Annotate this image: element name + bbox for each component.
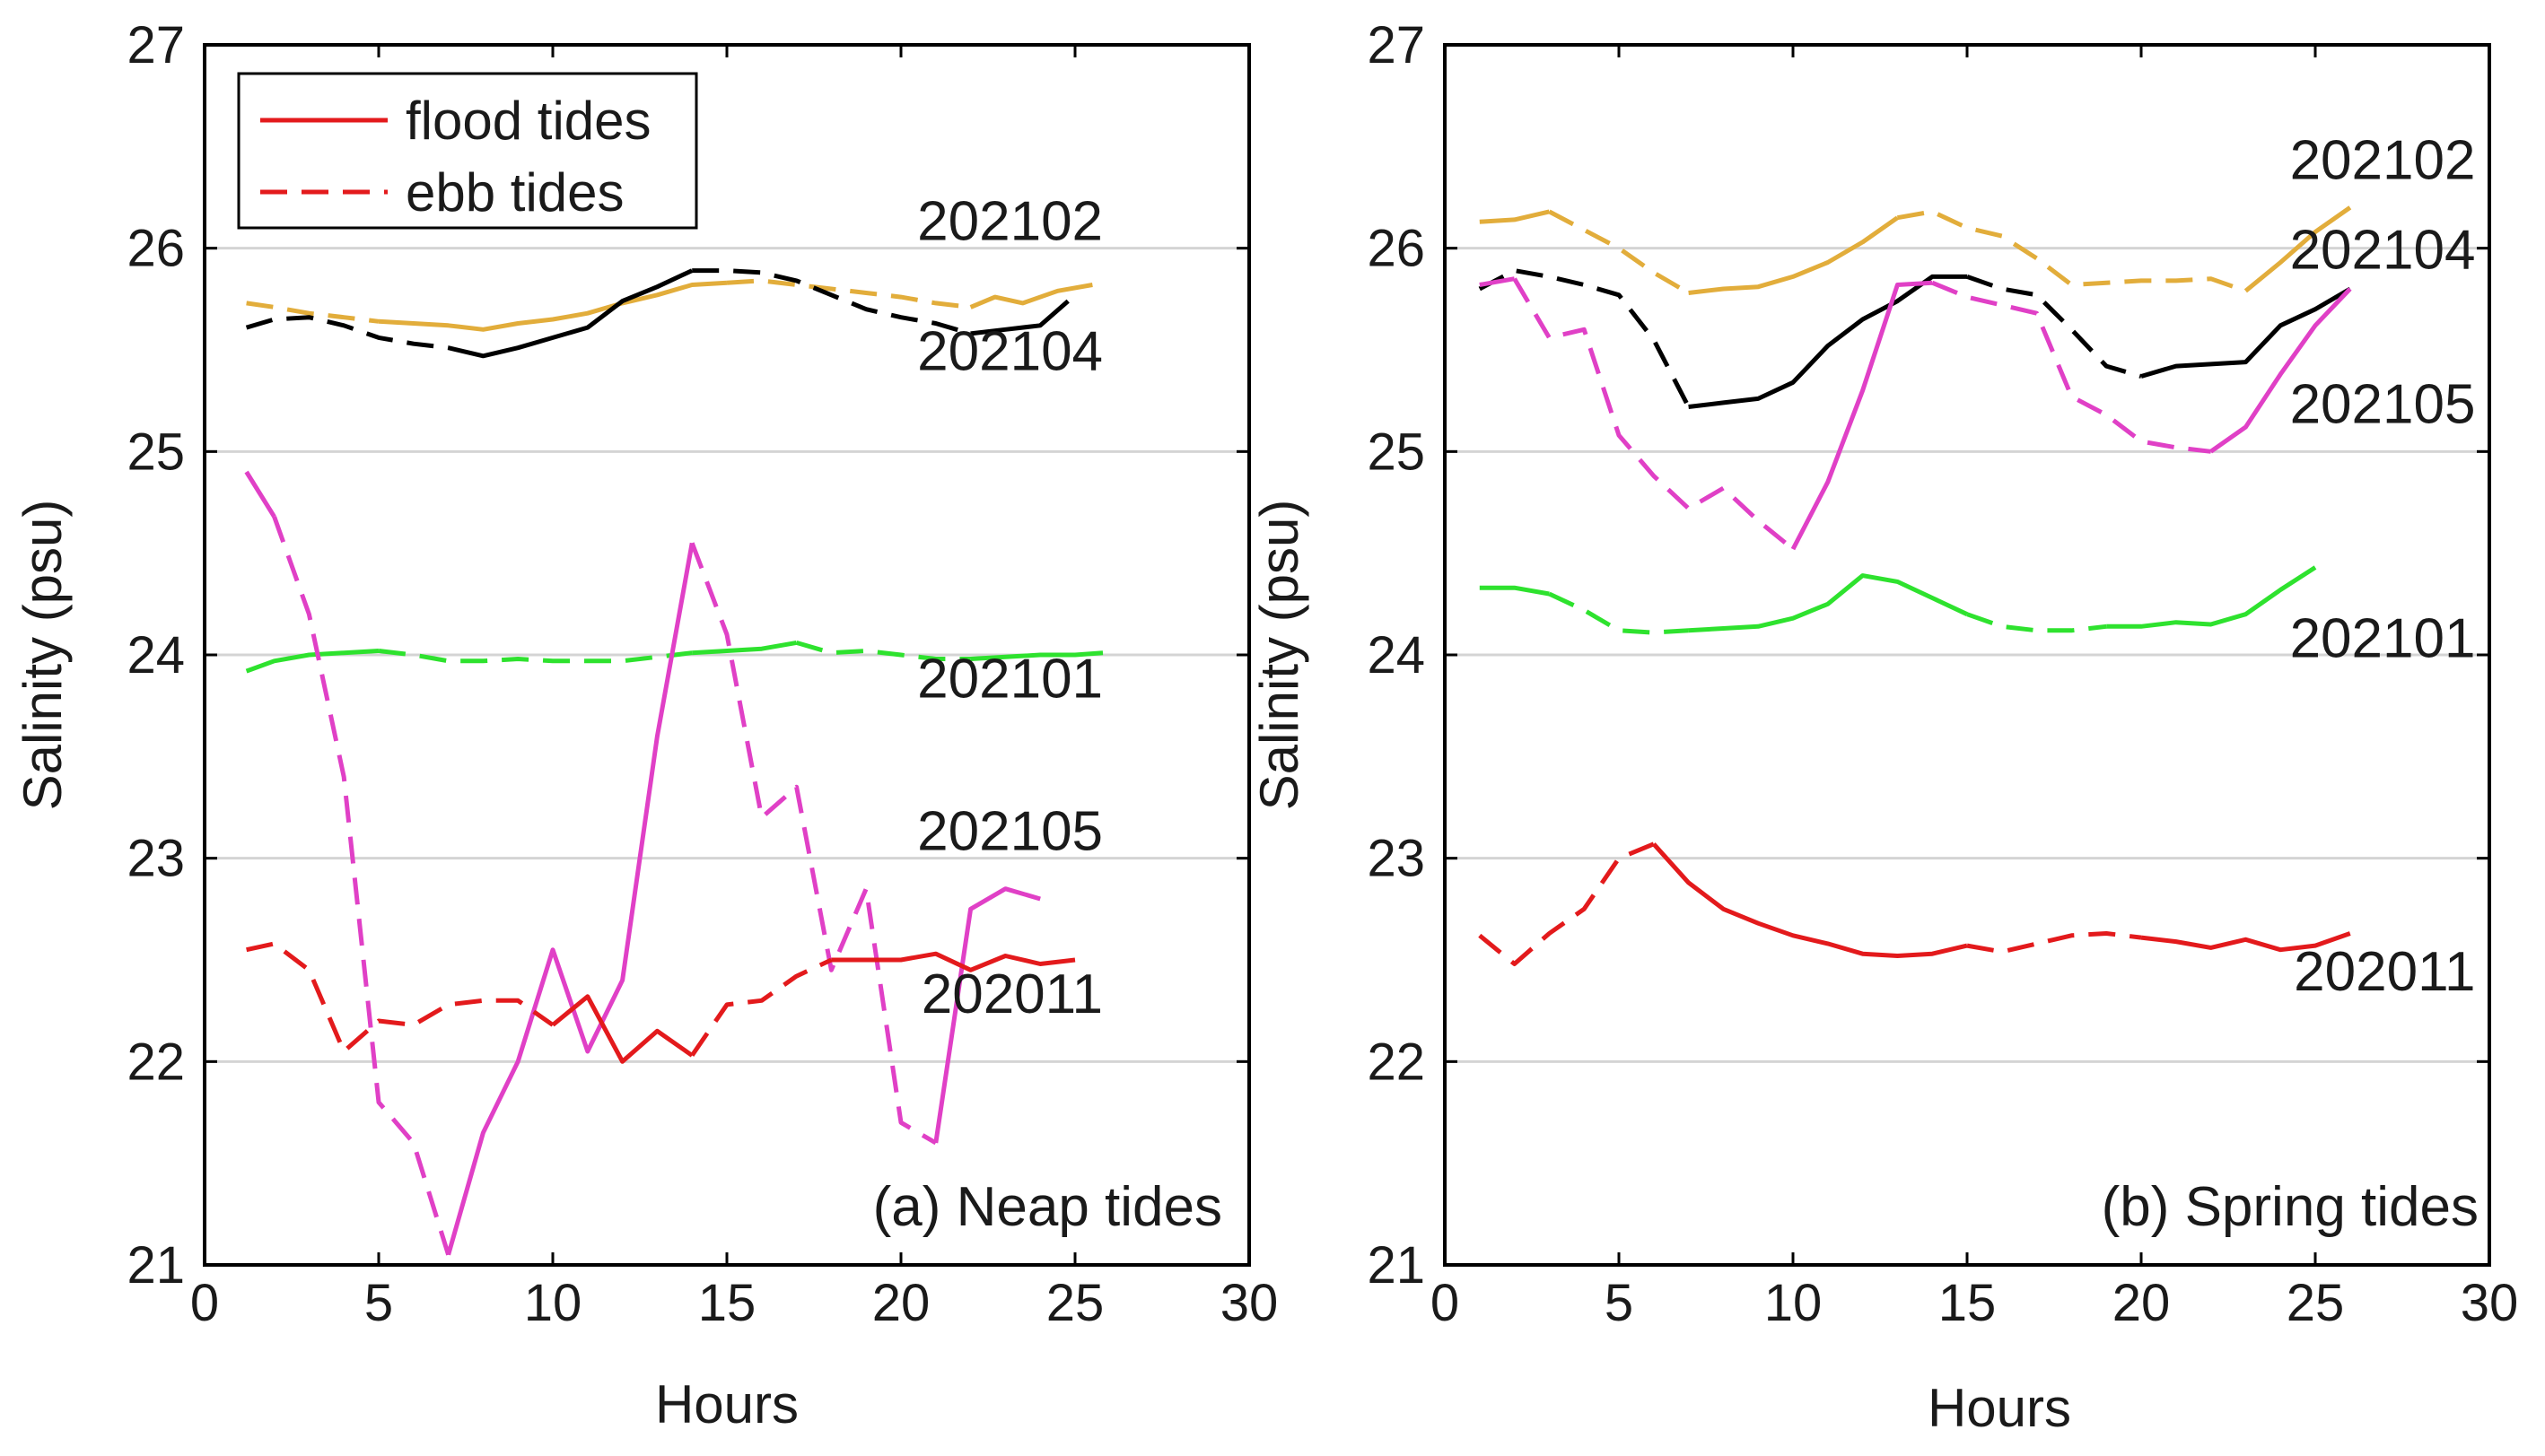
- panel-b-xtick-label-10: 10: [1764, 1274, 1823, 1332]
- panel-b-series-202105-flood-segment-0: [1479, 276, 1516, 287]
- panel-a-series-202011-flood-segment-3: [831, 951, 1076, 972]
- panel-b-ytick-label-23: 23: [1367, 830, 1425, 888]
- panel-b-ytick-label-25: 25: [1367, 423, 1425, 481]
- panel-a-ytick-label-21: 21: [127, 1236, 185, 1295]
- panel-b-series-202011-flood-segment-3: [2140, 931, 2351, 953]
- panel-b-xtick-label-0: 0: [1430, 1274, 1459, 1332]
- panel-a-series-label-202011: 202011: [922, 963, 1103, 1025]
- panel-b-series-202102-flood-segment-0: [1479, 209, 1550, 224]
- panel-b-series-202101-flood-segment-0: [1479, 585, 1550, 597]
- panel-b-spring-tides: 21 22 23 24 25 26 27 0 5 10 15 20 25 30 202102 202104 2…: [1249, 16, 2518, 1438]
- panel-a-series-202011-ebb-segment-0: [246, 941, 555, 1054]
- panel-a-series-202104-flood-segment-1: [448, 268, 694, 359]
- panel-b-series-202105-flood-segment-2: [1790, 280, 1933, 551]
- legend-flood-label: flood tides: [406, 91, 652, 151]
- panel-b-series-202101-ebb-segment-1: [1548, 591, 1689, 635]
- panel-a-series-202102-flood-segment-1: [378, 280, 728, 332]
- panel-b-xtick-label-5: 5: [1605, 1274, 1633, 1332]
- panel-b-series-202101-ebb-segment-3: [1966, 612, 2107, 633]
- panel-b-title: (b) Spring tides: [2102, 1176, 2479, 1238]
- panel-a-ytick-label-26: 26: [127, 220, 185, 278]
- panel-a-xtick-label-25: 25: [1046, 1274, 1105, 1332]
- panel-a-ytick-label-24: 24: [127, 626, 185, 684]
- panel-a-series-202105-flood-segment-4: [933, 886, 1041, 1144]
- panel-a-xtick-label-20: 20: [872, 1274, 931, 1332]
- panel-a-xtick-label-5: 5: [364, 1274, 393, 1332]
- panel-a-xtick-label-30: 30: [1220, 1274, 1279, 1332]
- panel-b-series-202011-flood-segment-1: [1651, 842, 1968, 958]
- panel-a-xtick-label-10: 10: [524, 1274, 582, 1332]
- panel-a-series-202105-ebb-segment-1: [272, 516, 450, 1256]
- panel-b-xtick-label-25: 25: [2287, 1274, 2345, 1332]
- panel-a-series-label-202102: 202102: [917, 191, 1103, 253]
- panel-b-ytick-label-22: 22: [1367, 1033, 1425, 1091]
- panel-a-series-label-202104: 202104: [917, 321, 1103, 383]
- panel-a-series-202101-ebb-segment-1: [378, 649, 693, 664]
- legend: flood tides ebb tides: [237, 72, 698, 230]
- panel-b-ytick-label-21: 21: [1367, 1236, 1425, 1295]
- panel-b-series-202101-flood-segment-2: [1688, 573, 1969, 633]
- legend-box: [237, 72, 698, 230]
- panel-b-ytick-label-24: 24: [1367, 626, 1425, 684]
- panel-a-series-202011-flood-segment-1: [551, 994, 694, 1064]
- panel-b-series-202102-ebb-segment-3: [1896, 209, 2247, 293]
- panel-b-xtick-label-20: 20: [2112, 1274, 2171, 1332]
- panel-a-title: (a) Neap tides: [873, 1176, 1222, 1238]
- panel-a-series-202104-ebb-segment-2: [692, 268, 972, 336]
- panel-a-series-202102-ebb-segment-0: [246, 301, 380, 324]
- panel-b-ytick-label-27: 27: [1367, 16, 1425, 74]
- panel-a-xtick-label-15: 15: [698, 1274, 757, 1332]
- panel-b-series-label-202102: 202102: [2290, 130, 2476, 192]
- panel-b-xtick-label-30: 30: [2461, 1274, 2519, 1332]
- panel-b-series-202104-flood-segment-3: [2140, 286, 2352, 379]
- panel-a-ytick-label-23: 23: [127, 830, 185, 888]
- panel-b-series-202102-ebb-segment-1: [1548, 209, 1690, 295]
- panel-a-y-axis-label: Salinity (psu): [13, 500, 73, 811]
- panel-b-series-202105-flood-segment-4: [2209, 287, 2352, 454]
- panel-a-series-202105-flood-segment-0: [244, 470, 276, 519]
- panel-a-ytick-label-25: 25: [127, 423, 185, 481]
- panel-b-ytick-label-26: 26: [1367, 220, 1425, 278]
- legend-ebb-label: ebb tides: [406, 162, 625, 222]
- panel-b-series-202105-ebb-segment-1: [1512, 277, 1795, 552]
- panel-a-series-202101-flood-segment-0: [245, 649, 380, 674]
- panel-a-series-202104-flood-segment-3: [970, 299, 1070, 336]
- panel-b-series-label-202104: 202104: [2290, 219, 2476, 281]
- panel-a-x-axis-label: Hours: [655, 1374, 799, 1434]
- panel-a-series-label-202101: 202101: [917, 649, 1103, 711]
- panel-a-series-202101-flood-segment-2: [692, 640, 798, 656]
- panel-b-series-label-202105: 202105: [2290, 374, 2476, 436]
- panel-a-ytick-label-22: 22: [127, 1033, 185, 1091]
- panel-a-neap-tides: 21 22 23 24 25 26 27 0 5 10 15 20 25 30 202102 202104 2…: [13, 16, 1278, 1434]
- panel-b-series-label-202101: 202101: [2290, 607, 2476, 669]
- panel-a-series-202105-flood-segment-2: [446, 542, 695, 1256]
- panel-a-xtick-label-0: 0: [190, 1274, 219, 1332]
- panel-a-series-202101-ebb-segment-3: [795, 640, 971, 661]
- panel-a-series-label-202105: 202105: [917, 801, 1103, 863]
- panel-b-x-axis-label: Hours: [1928, 1378, 2071, 1438]
- panel-b-series-202101-flood-segment-4: [2106, 565, 2317, 629]
- panel-b-series-202105-ebb-segment-3: [1931, 280, 2211, 454]
- panel-a-series-202011-ebb-segment-2: [690, 957, 833, 1057]
- panel-a-series-202101-flood-segment-4: [970, 650, 1104, 661]
- panel-a-ytick-label-27: 27: [127, 16, 185, 74]
- panel-a-series-202105-ebb-segment-3: [689, 542, 938, 1146]
- panel-b-series-202011-ebb-segment-2: [1966, 931, 2142, 955]
- panel-b-xtick-label-15: 15: [1938, 1274, 1997, 1332]
- panel-b-series-202102-flood-segment-2: [1688, 215, 1899, 295]
- panel-a-series-202102-flood-segment-3: [969, 283, 1093, 310]
- panel-a-series-202104-ebb-segment-0: [245, 315, 449, 351]
- panel-b-series-202102-flood-segment-4: [2243, 205, 2352, 293]
- panel-b-series-202104-ebb-segment-2: [1966, 275, 2142, 379]
- panel-b-y-axis-label: Salinity (psu): [1249, 500, 1309, 811]
- panel-b-series-label-202011: 202011: [2294, 941, 2475, 1003]
